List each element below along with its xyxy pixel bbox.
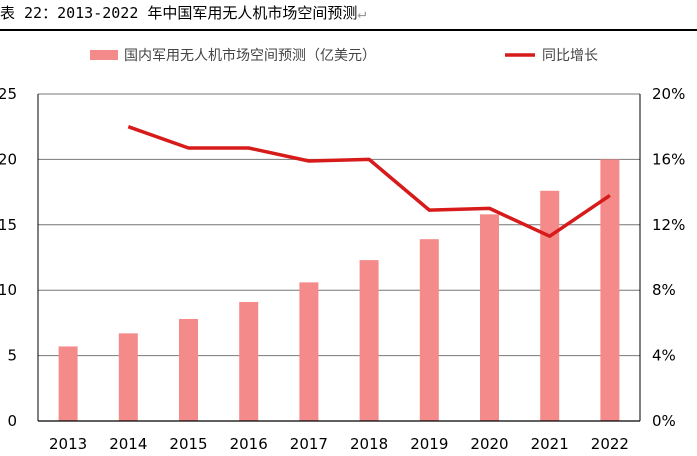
x-tick: 2018 (350, 435, 388, 453)
y-right-tick: 0% (652, 412, 676, 430)
bar-2016 (239, 301, 259, 421)
bar-2013 (58, 346, 78, 421)
y-left-tick: 10 (0, 281, 17, 299)
x-tick: 2017 (290, 435, 328, 453)
y-right-tick: 8% (652, 281, 676, 299)
y-left-tick: 15 (0, 216, 17, 234)
x-tick: 2013 (49, 435, 87, 453)
bar-2015 (179, 318, 198, 421)
y-left-tick: 20 (0, 150, 17, 168)
bar-2020 (480, 214, 499, 421)
bar-2014 (118, 333, 138, 421)
bar-2022 (600, 159, 620, 421)
growth-line (127, 125, 611, 238)
y-right-tick: 20% (652, 85, 685, 103)
table-caption: 表 22：2013-2022 年中国军用无人机市场空间预测↵ (0, 2, 366, 23)
x-tick: 2022 (591, 435, 629, 453)
x-tick: 2021 (531, 435, 569, 453)
y-left-tick: 5 (7, 347, 17, 365)
x-tick: 2015 (169, 435, 207, 453)
x-tick: 2014 (109, 435, 147, 453)
bar-2018 (359, 260, 379, 421)
axes: 0 5 10 15 20 25 0% 4% 8% 12% 16% 20% 2013 2014 2015 201… (0, 85, 685, 453)
bar-series (58, 159, 620, 421)
caption-text: 表 22：2013-2022 年中国军用无人机市场空间预测 (0, 4, 358, 22)
x-tick: 2016 (230, 435, 268, 453)
y-right-tick: 12% (652, 216, 685, 234)
bar-2017 (299, 282, 319, 421)
bar-2019 (419, 239, 439, 421)
x-tick: 2019 (410, 435, 448, 453)
x-tick: 2020 (470, 435, 508, 453)
bar-2021 (540, 190, 560, 421)
y-left-tick: 25 (0, 85, 17, 103)
legend-line-label: 同比增长 (542, 48, 598, 64)
legend-bar-swatch (90, 50, 118, 60)
y-right-tick: 16% (652, 150, 685, 168)
return-mark: ↵ (357, 4, 367, 22)
caption-rule (0, 29, 697, 31)
legend: 国内军用无人机市场空间预测（亿美元） 同比增长 (90, 47, 598, 64)
growth-line-series (127, 125, 611, 238)
legend-bar-label: 国内军用无人机市场空间预测（亿美元） (124, 47, 376, 64)
y-left-tick: 0 (7, 412, 17, 430)
y-right-tick: 4% (652, 347, 676, 365)
